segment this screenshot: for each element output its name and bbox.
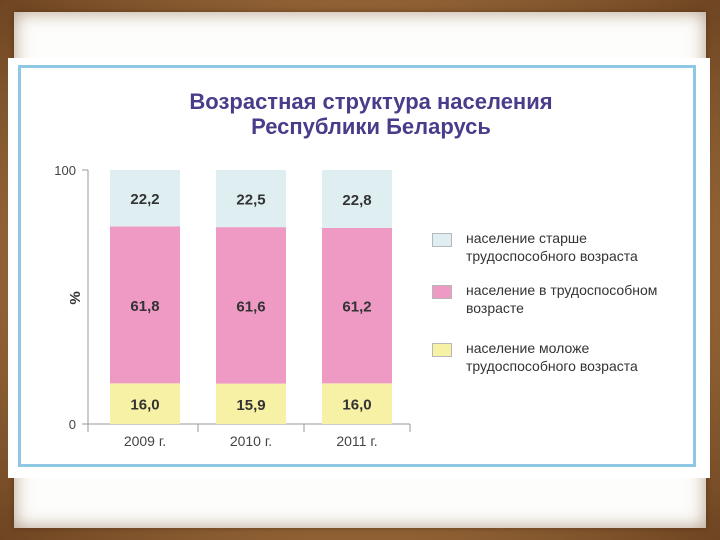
chart-title-line-2: Республики Беларусь — [251, 114, 491, 139]
bar-value-label: 15,9 — [236, 397, 265, 414]
bar-value-label: 16,0 — [342, 397, 371, 414]
bar-segment — [110, 226, 180, 384]
bar-segment — [322, 383, 392, 424]
legend-label-older: население старше трудоспособного возраст… — [466, 230, 638, 264]
chart-title-line-1: Возрастная структура населения — [189, 89, 553, 114]
bar-segment — [110, 383, 180, 424]
y-axis-label: % — [67, 291, 84, 304]
x-tick-label: 2009 г. — [124, 433, 166, 449]
legend-swatch-older — [432, 233, 452, 247]
x-tick-label: 2011 г. — [336, 433, 377, 449]
legend-label-younger: население моложе трудоспособного возраст… — [466, 340, 638, 374]
bar-segment — [322, 227, 392, 384]
bar-segment — [110, 170, 180, 227]
bar-segment — [322, 170, 392, 228]
bar-value-label: 22,2 — [130, 191, 159, 208]
bar-value-label: 61,8 — [130, 298, 159, 315]
bar-segment — [216, 227, 286, 384]
bar-value-label: 22,5 — [236, 192, 265, 209]
legend-swatch-younger — [432, 343, 452, 357]
bar-value-label: 61,2 — [342, 299, 371, 316]
y-tick-label: 0 — [69, 417, 76, 432]
legend-swatch-working — [432, 285, 452, 299]
x-tick-label: 2010 г. — [230, 433, 272, 449]
bar-value-label: 22,8 — [342, 192, 371, 209]
y-tick-label: 100 — [54, 163, 76, 178]
bar-segment — [216, 383, 286, 424]
bar-segment — [216, 170, 286, 228]
bar-value-label: 16,0 — [130, 397, 159, 414]
bar-value-label: 61,6 — [236, 298, 265, 315]
chart-title: Возрастная структура населения Республик… — [151, 89, 591, 139]
legend-label-working: население в трудоспособном возрасте — [466, 282, 658, 316]
